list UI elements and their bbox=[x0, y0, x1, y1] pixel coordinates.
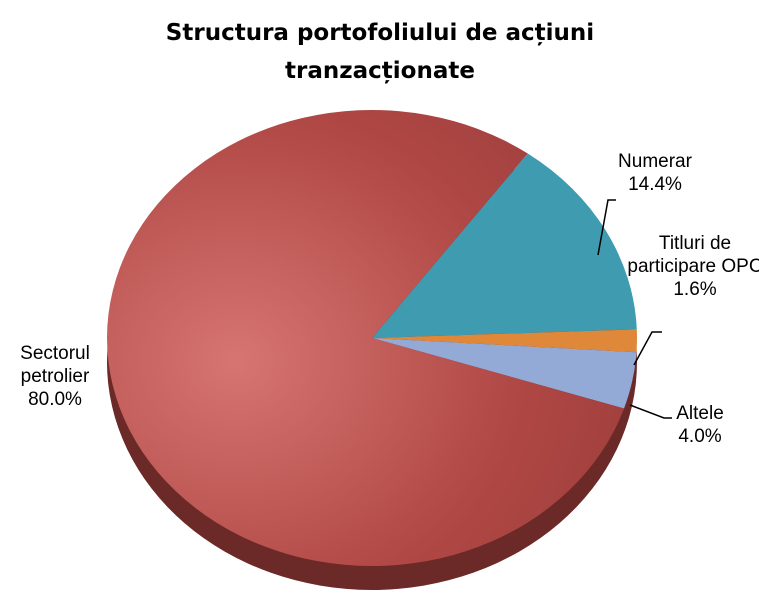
category-label: Titluri de participare OPC bbox=[627, 233, 759, 277]
slice-label: Numerar 14.4% bbox=[585, 150, 725, 196]
category-label: Sectorul petrolier bbox=[20, 343, 90, 387]
leader-line bbox=[629, 404, 672, 419]
slice-label: Sectorul petrolier 80.0% bbox=[0, 342, 110, 411]
value-label: 14.4% bbox=[628, 174, 682, 195]
leader-line bbox=[633, 331, 662, 366]
value-label: 4.0% bbox=[678, 426, 722, 447]
pie-slice bbox=[106, 110, 625, 567]
slice-label: Titluri de participare OPC 1.6% bbox=[625, 232, 759, 301]
pie-slice bbox=[372, 153, 637, 338]
category-label: Numerar bbox=[618, 151, 692, 172]
category-label: Altele bbox=[676, 403, 724, 424]
pie-slice bbox=[372, 338, 637, 409]
pie-slice bbox=[372, 329, 637, 353]
leader-line bbox=[597, 199, 616, 256]
value-label: 1.6% bbox=[673, 279, 717, 300]
value-label: 80.0% bbox=[28, 389, 82, 410]
slice-label: Altele 4.0% bbox=[650, 402, 750, 448]
chart-title: Structura portofoliului de acțiuni tranz… bbox=[165, 20, 595, 84]
